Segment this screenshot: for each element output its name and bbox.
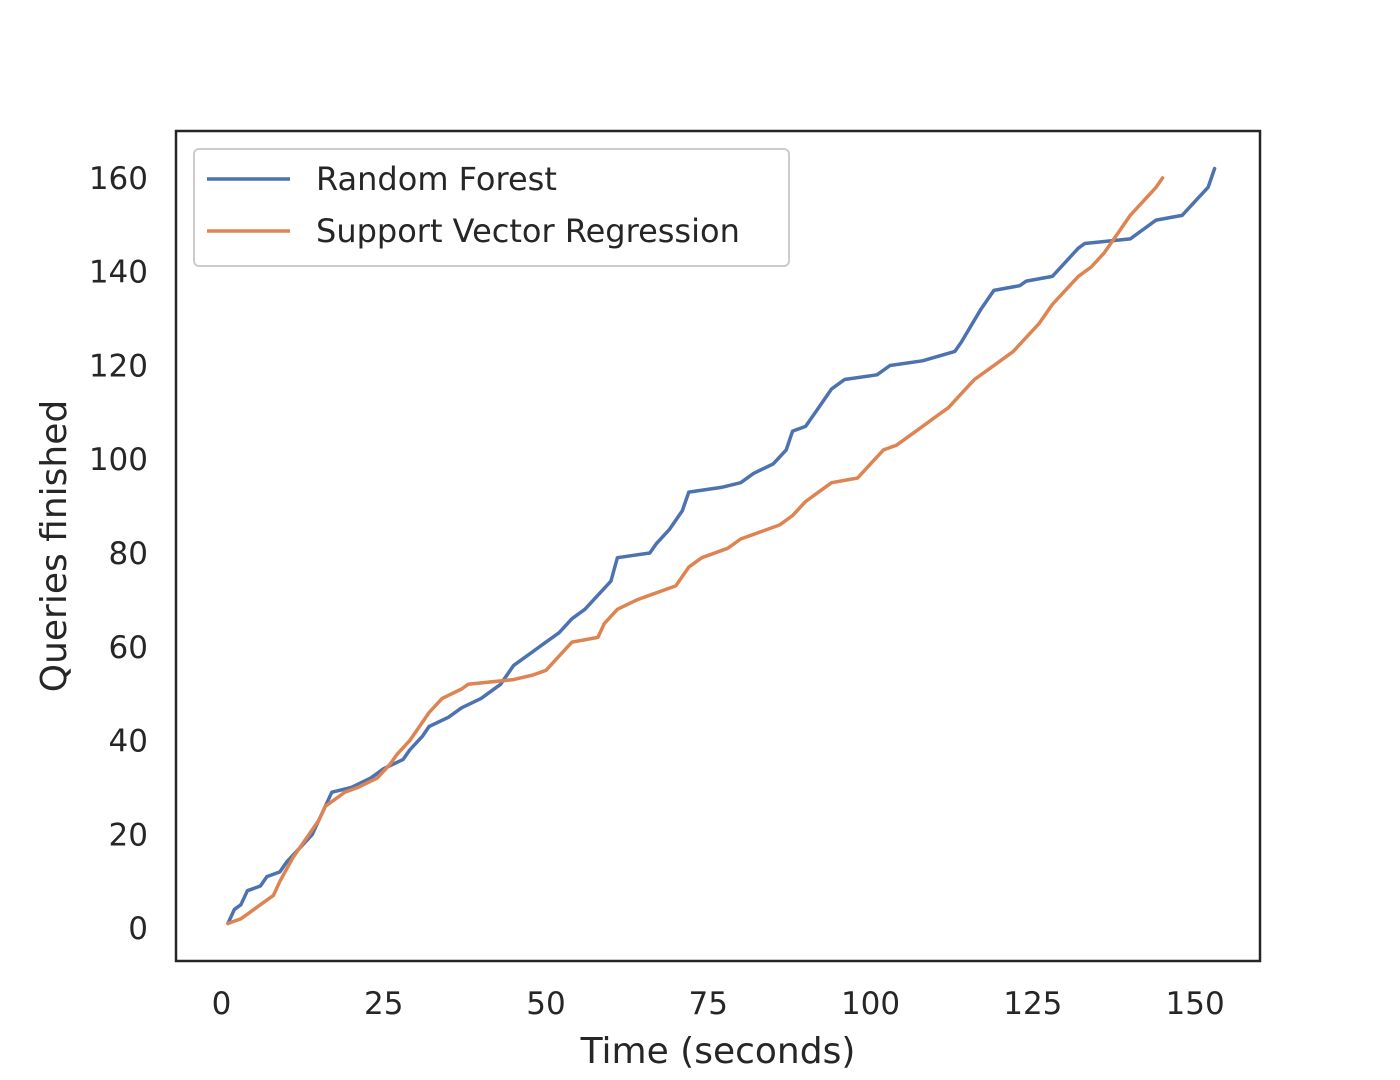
- y-tick-label: 20: [109, 817, 148, 853]
- x-tick-label: 100: [841, 986, 900, 1022]
- legend-label-random-forest: Random Forest: [316, 160, 557, 198]
- x-tick-label: 125: [1003, 986, 1062, 1022]
- legend: Random Forest Support Vector Regression: [193, 148, 790, 267]
- x-tick-label: 75: [689, 986, 728, 1022]
- x-tick-label: 0: [212, 986, 232, 1022]
- x-axis-label: Time (seconds): [580, 1031, 856, 1072]
- y-tick-label: 60: [109, 630, 148, 666]
- plot-frame: [174, 129, 1262, 963]
- y-tick-label: 0: [128, 911, 148, 947]
- y-tick-label: 100: [89, 442, 148, 478]
- y-tick-label: 80: [109, 536, 148, 572]
- x-tick-label: 150: [1166, 986, 1225, 1022]
- x-tick-label: 25: [364, 986, 403, 1022]
- y-tick-label: 140: [89, 255, 148, 291]
- y-axis-label: Queries finished: [34, 400, 75, 693]
- series-lines: [226, 166, 1217, 926]
- series-line-support-vector-regression: [226, 176, 1165, 926]
- x-axis: 0 25 50 75 100 125 150: [212, 986, 1225, 1022]
- y-tick-label: 40: [109, 724, 148, 760]
- y-tick-label: 120: [89, 348, 148, 384]
- legend-label-support-vector-regression: Support Vector Regression: [316, 212, 740, 250]
- legend-box: [193, 148, 790, 267]
- x-tick-label: 50: [526, 986, 565, 1022]
- y-axis: 0 20 40 60 80 100 120 140 160: [89, 161, 148, 947]
- plot-area: [176, 131, 1260, 961]
- y-tick-label: 160: [89, 161, 148, 197]
